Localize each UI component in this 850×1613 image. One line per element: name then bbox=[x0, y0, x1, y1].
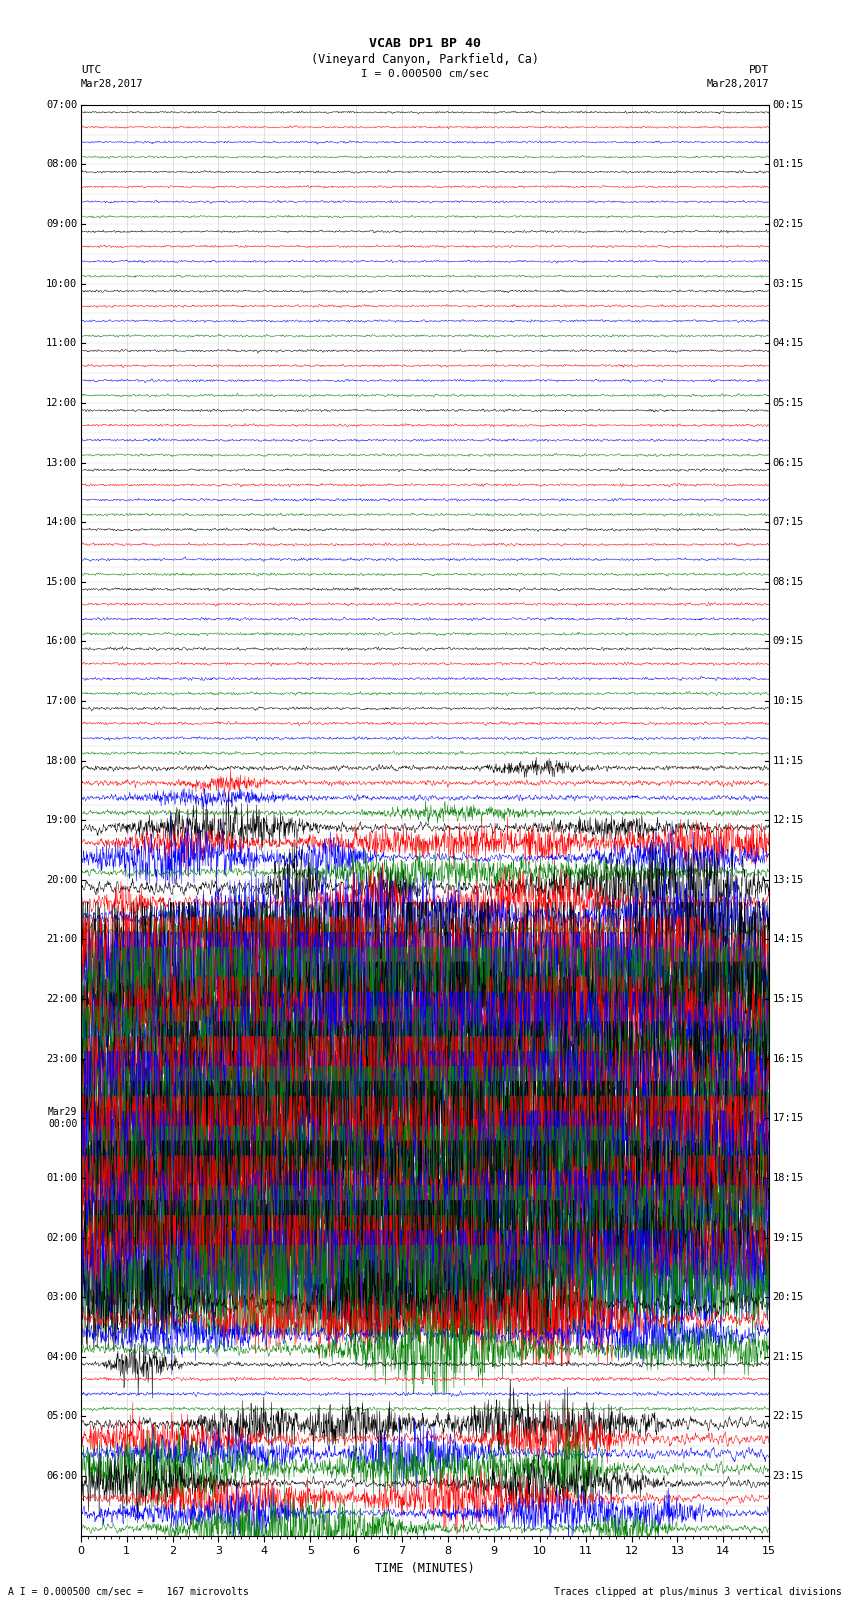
Text: Mar28,2017: Mar28,2017 bbox=[706, 79, 769, 89]
Text: 02:00: 02:00 bbox=[46, 1232, 77, 1242]
Text: 01:15: 01:15 bbox=[773, 160, 804, 169]
Text: 08:00: 08:00 bbox=[46, 160, 77, 169]
Text: 23:15: 23:15 bbox=[773, 1471, 804, 1481]
Text: 04:00: 04:00 bbox=[46, 1352, 77, 1361]
Text: 13:15: 13:15 bbox=[773, 874, 804, 886]
Text: 07:15: 07:15 bbox=[773, 518, 804, 527]
Text: 20:15: 20:15 bbox=[773, 1292, 804, 1302]
Text: 10:00: 10:00 bbox=[46, 279, 77, 289]
Text: 21:15: 21:15 bbox=[773, 1352, 804, 1361]
Text: 11:00: 11:00 bbox=[46, 339, 77, 348]
Text: 15:00: 15:00 bbox=[46, 577, 77, 587]
Text: 11:15: 11:15 bbox=[773, 755, 804, 766]
Text: 07:00: 07:00 bbox=[46, 100, 77, 110]
Text: 12:00: 12:00 bbox=[46, 398, 77, 408]
Text: VCAB DP1 BP 40: VCAB DP1 BP 40 bbox=[369, 37, 481, 50]
Text: 09:15: 09:15 bbox=[773, 637, 804, 647]
Text: 01:00: 01:00 bbox=[46, 1173, 77, 1182]
Text: I = 0.000500 cm/sec: I = 0.000500 cm/sec bbox=[361, 69, 489, 79]
Text: 13:00: 13:00 bbox=[46, 458, 77, 468]
Text: Traces clipped at plus/minus 3 vertical divisions: Traces clipped at plus/minus 3 vertical … bbox=[553, 1587, 842, 1597]
Text: 08:15: 08:15 bbox=[773, 577, 804, 587]
Text: 03:15: 03:15 bbox=[773, 279, 804, 289]
Text: 18:00: 18:00 bbox=[46, 755, 77, 766]
Text: 17:15: 17:15 bbox=[773, 1113, 804, 1123]
Text: UTC: UTC bbox=[81, 65, 101, 74]
Text: Mar28,2017: Mar28,2017 bbox=[81, 79, 144, 89]
Text: 23:00: 23:00 bbox=[46, 1053, 77, 1063]
Text: 17:00: 17:00 bbox=[46, 695, 77, 706]
Text: 00:15: 00:15 bbox=[773, 100, 804, 110]
Text: Mar29
00:00: Mar29 00:00 bbox=[48, 1108, 77, 1129]
Text: 21:00: 21:00 bbox=[46, 934, 77, 945]
Text: 16:00: 16:00 bbox=[46, 637, 77, 647]
Text: 14:00: 14:00 bbox=[46, 518, 77, 527]
Text: 04:15: 04:15 bbox=[773, 339, 804, 348]
Text: A I = 0.000500 cm/sec =    167 microvolts: A I = 0.000500 cm/sec = 167 microvolts bbox=[8, 1587, 249, 1597]
Text: 02:15: 02:15 bbox=[773, 219, 804, 229]
Text: (Vineyard Canyon, Parkfield, Ca): (Vineyard Canyon, Parkfield, Ca) bbox=[311, 53, 539, 66]
Text: 14:15: 14:15 bbox=[773, 934, 804, 945]
Text: 09:00: 09:00 bbox=[46, 219, 77, 229]
Text: 19:15: 19:15 bbox=[773, 1232, 804, 1242]
Text: 16:15: 16:15 bbox=[773, 1053, 804, 1063]
Text: 22:15: 22:15 bbox=[773, 1411, 804, 1421]
Text: 05:00: 05:00 bbox=[46, 1411, 77, 1421]
Text: PDT: PDT bbox=[749, 65, 769, 74]
Text: 03:00: 03:00 bbox=[46, 1292, 77, 1302]
Text: 06:00: 06:00 bbox=[46, 1471, 77, 1481]
Text: 10:15: 10:15 bbox=[773, 695, 804, 706]
Text: 12:15: 12:15 bbox=[773, 815, 804, 826]
Text: 15:15: 15:15 bbox=[773, 994, 804, 1003]
X-axis label: TIME (MINUTES): TIME (MINUTES) bbox=[375, 1561, 475, 1574]
Text: 22:00: 22:00 bbox=[46, 994, 77, 1003]
Text: 19:00: 19:00 bbox=[46, 815, 77, 826]
Text: 18:15: 18:15 bbox=[773, 1173, 804, 1182]
Text: 06:15: 06:15 bbox=[773, 458, 804, 468]
Text: 05:15: 05:15 bbox=[773, 398, 804, 408]
Text: 20:00: 20:00 bbox=[46, 874, 77, 886]
